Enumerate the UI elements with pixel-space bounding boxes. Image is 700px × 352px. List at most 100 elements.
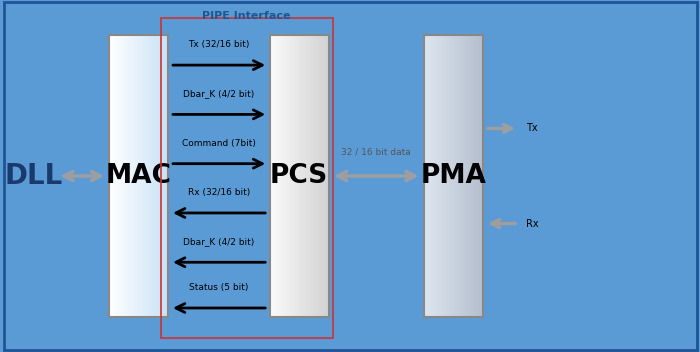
Bar bbox=[308, 35, 310, 317]
Bar bbox=[159, 35, 161, 317]
Bar bbox=[301, 35, 303, 317]
Bar bbox=[116, 35, 118, 317]
Bar bbox=[295, 35, 297, 317]
Bar bbox=[279, 35, 281, 317]
Bar bbox=[477, 35, 480, 317]
Bar bbox=[113, 35, 115, 317]
Bar bbox=[480, 35, 482, 317]
Bar bbox=[459, 35, 461, 317]
Bar bbox=[440, 35, 442, 317]
Bar bbox=[318, 35, 321, 317]
Bar bbox=[286, 35, 288, 317]
Bar bbox=[450, 35, 452, 317]
Bar bbox=[272, 35, 274, 317]
Bar bbox=[463, 35, 466, 317]
Bar bbox=[320, 35, 322, 317]
Bar bbox=[317, 35, 319, 317]
Bar bbox=[167, 35, 169, 317]
Bar bbox=[434, 35, 436, 317]
Bar bbox=[482, 35, 484, 317]
Bar bbox=[455, 35, 457, 317]
Bar bbox=[305, 35, 307, 317]
Bar bbox=[302, 35, 304, 317]
Text: PMA: PMA bbox=[420, 163, 486, 189]
Bar bbox=[314, 35, 316, 317]
Bar bbox=[292, 35, 294, 317]
Bar bbox=[458, 35, 460, 317]
Bar bbox=[161, 18, 332, 338]
Bar bbox=[289, 35, 291, 317]
Bar bbox=[316, 35, 318, 317]
Bar bbox=[162, 35, 164, 317]
Bar bbox=[123, 35, 125, 317]
Bar bbox=[456, 35, 459, 317]
Bar bbox=[475, 35, 477, 317]
Bar bbox=[147, 35, 149, 317]
Bar bbox=[150, 35, 153, 317]
Bar bbox=[474, 35, 476, 317]
Bar bbox=[275, 35, 278, 317]
Bar bbox=[479, 35, 481, 317]
Bar bbox=[158, 35, 160, 317]
Bar bbox=[130, 35, 132, 317]
Bar bbox=[290, 35, 293, 317]
Bar bbox=[444, 35, 447, 317]
Bar bbox=[446, 35, 448, 317]
Bar bbox=[144, 35, 146, 317]
Bar bbox=[465, 35, 468, 317]
Text: DLL: DLL bbox=[4, 162, 63, 190]
Text: Rx: Rx bbox=[526, 219, 539, 228]
Bar bbox=[270, 35, 329, 317]
Bar bbox=[467, 35, 469, 317]
Bar bbox=[311, 35, 314, 317]
Text: PCS: PCS bbox=[270, 163, 328, 189]
Bar bbox=[437, 35, 439, 317]
Bar bbox=[284, 35, 286, 317]
Bar bbox=[136, 35, 139, 317]
Bar bbox=[108, 35, 168, 317]
Bar bbox=[128, 35, 130, 317]
Bar bbox=[471, 35, 473, 317]
Bar bbox=[447, 35, 449, 317]
Bar bbox=[313, 35, 315, 317]
Bar bbox=[426, 35, 428, 317]
Bar bbox=[462, 35, 464, 317]
Text: Dbar_K (4/2 bit): Dbar_K (4/2 bit) bbox=[183, 237, 255, 246]
Bar bbox=[271, 35, 273, 317]
Text: MAC: MAC bbox=[105, 163, 172, 189]
Bar bbox=[126, 35, 129, 317]
Bar bbox=[454, 35, 456, 317]
Bar bbox=[473, 35, 475, 317]
Text: Tx (32/16 bit): Tx (32/16 bit) bbox=[188, 40, 250, 49]
Bar bbox=[274, 35, 276, 317]
Bar bbox=[470, 35, 472, 317]
Bar bbox=[152, 35, 154, 317]
Bar bbox=[431, 35, 433, 317]
Bar bbox=[153, 35, 155, 317]
Bar bbox=[146, 35, 148, 317]
Bar bbox=[298, 35, 300, 317]
Bar bbox=[443, 35, 445, 317]
Bar bbox=[296, 35, 298, 317]
Bar bbox=[155, 35, 157, 317]
Text: Dbar_K (4/2 bit): Dbar_K (4/2 bit) bbox=[183, 89, 255, 99]
Bar bbox=[110, 35, 112, 317]
Bar bbox=[452, 35, 454, 317]
Bar bbox=[132, 35, 134, 317]
Bar bbox=[428, 35, 430, 317]
Bar bbox=[140, 35, 142, 317]
Bar bbox=[277, 35, 279, 317]
Text: Tx: Tx bbox=[526, 124, 538, 133]
Bar bbox=[283, 35, 285, 317]
Bar bbox=[141, 35, 144, 317]
Bar bbox=[134, 35, 136, 317]
Text: 32 / 16 bit data: 32 / 16 bit data bbox=[342, 147, 411, 157]
Bar bbox=[300, 35, 302, 317]
Text: Command (7bit): Command (7bit) bbox=[182, 139, 256, 148]
Bar bbox=[433, 35, 435, 317]
Bar bbox=[438, 35, 440, 317]
Bar bbox=[435, 35, 438, 317]
Bar bbox=[122, 35, 124, 317]
Bar bbox=[270, 35, 272, 317]
Bar bbox=[156, 35, 158, 317]
